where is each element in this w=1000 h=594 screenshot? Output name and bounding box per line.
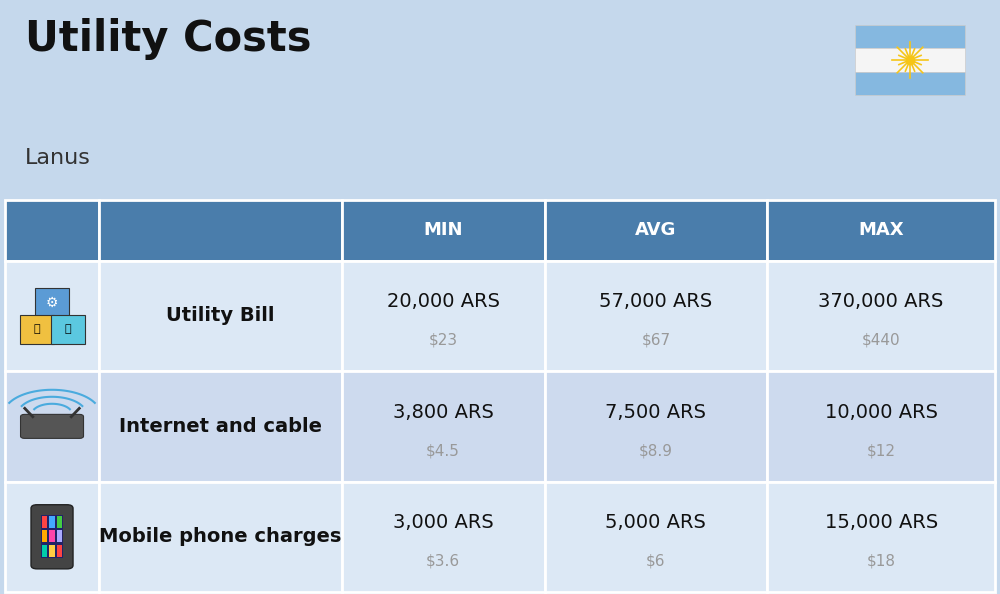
Text: MIN: MIN xyxy=(423,222,463,239)
FancyBboxPatch shape xyxy=(342,261,545,371)
FancyBboxPatch shape xyxy=(99,200,342,261)
Text: $12: $12 xyxy=(867,443,896,458)
FancyBboxPatch shape xyxy=(545,482,767,592)
Text: AVG: AVG xyxy=(635,222,677,239)
FancyBboxPatch shape xyxy=(5,371,99,482)
FancyBboxPatch shape xyxy=(99,371,342,482)
FancyBboxPatch shape xyxy=(41,515,63,558)
Text: $4.5: $4.5 xyxy=(426,443,460,458)
Text: Lanus: Lanus xyxy=(25,148,91,169)
FancyBboxPatch shape xyxy=(767,371,995,482)
Text: Utility Bill: Utility Bill xyxy=(166,307,275,326)
Text: $440: $440 xyxy=(862,333,900,347)
FancyBboxPatch shape xyxy=(5,482,99,592)
FancyBboxPatch shape xyxy=(5,261,99,371)
FancyBboxPatch shape xyxy=(99,261,342,371)
Text: $18: $18 xyxy=(867,554,896,568)
Text: $67: $67 xyxy=(641,333,670,347)
FancyBboxPatch shape xyxy=(99,482,342,592)
Text: $23: $23 xyxy=(429,333,458,347)
FancyBboxPatch shape xyxy=(49,516,55,528)
FancyBboxPatch shape xyxy=(545,371,767,482)
FancyBboxPatch shape xyxy=(57,530,62,542)
FancyBboxPatch shape xyxy=(20,315,54,344)
Text: 10,000 ARS: 10,000 ARS xyxy=(825,403,938,422)
Text: 20,000 ARS: 20,000 ARS xyxy=(387,292,500,311)
FancyBboxPatch shape xyxy=(42,516,47,528)
FancyBboxPatch shape xyxy=(57,545,62,557)
Text: 🚿: 🚿 xyxy=(64,324,71,334)
Text: Internet and cable: Internet and cable xyxy=(119,417,322,436)
Text: Mobile phone charges: Mobile phone charges xyxy=(99,527,342,546)
Text: 15,000 ARS: 15,000 ARS xyxy=(825,513,938,532)
FancyBboxPatch shape xyxy=(49,545,55,557)
Text: 370,000 ARS: 370,000 ARS xyxy=(818,292,944,311)
Text: 7,500 ARS: 7,500 ARS xyxy=(605,403,706,422)
Text: Utility Costs: Utility Costs xyxy=(25,18,312,60)
FancyBboxPatch shape xyxy=(35,288,69,317)
FancyBboxPatch shape xyxy=(855,72,965,95)
FancyBboxPatch shape xyxy=(42,530,47,542)
FancyBboxPatch shape xyxy=(342,200,545,261)
FancyBboxPatch shape xyxy=(342,371,545,482)
FancyBboxPatch shape xyxy=(855,48,965,72)
Text: 3,800 ARS: 3,800 ARS xyxy=(393,403,494,422)
FancyBboxPatch shape xyxy=(767,200,995,261)
FancyBboxPatch shape xyxy=(545,200,767,261)
FancyBboxPatch shape xyxy=(57,516,62,528)
Text: 3,000 ARS: 3,000 ARS xyxy=(393,513,493,532)
Text: 57,000 ARS: 57,000 ARS xyxy=(599,292,713,311)
Text: 5,000 ARS: 5,000 ARS xyxy=(605,513,706,532)
Text: ⚙: ⚙ xyxy=(46,295,58,309)
Text: $6: $6 xyxy=(646,554,666,568)
FancyBboxPatch shape xyxy=(855,25,965,48)
FancyBboxPatch shape xyxy=(51,315,85,344)
FancyBboxPatch shape xyxy=(31,505,73,569)
FancyBboxPatch shape xyxy=(767,482,995,592)
Text: $3.6: $3.6 xyxy=(426,554,460,568)
FancyBboxPatch shape xyxy=(49,530,55,542)
FancyBboxPatch shape xyxy=(5,200,99,261)
FancyBboxPatch shape xyxy=(342,482,545,592)
Text: MAX: MAX xyxy=(858,222,904,239)
FancyBboxPatch shape xyxy=(545,261,767,371)
FancyBboxPatch shape xyxy=(21,415,84,438)
Text: $8.9: $8.9 xyxy=(639,443,673,458)
Text: 🔌: 🔌 xyxy=(33,324,40,334)
FancyBboxPatch shape xyxy=(42,545,47,557)
FancyBboxPatch shape xyxy=(767,261,995,371)
